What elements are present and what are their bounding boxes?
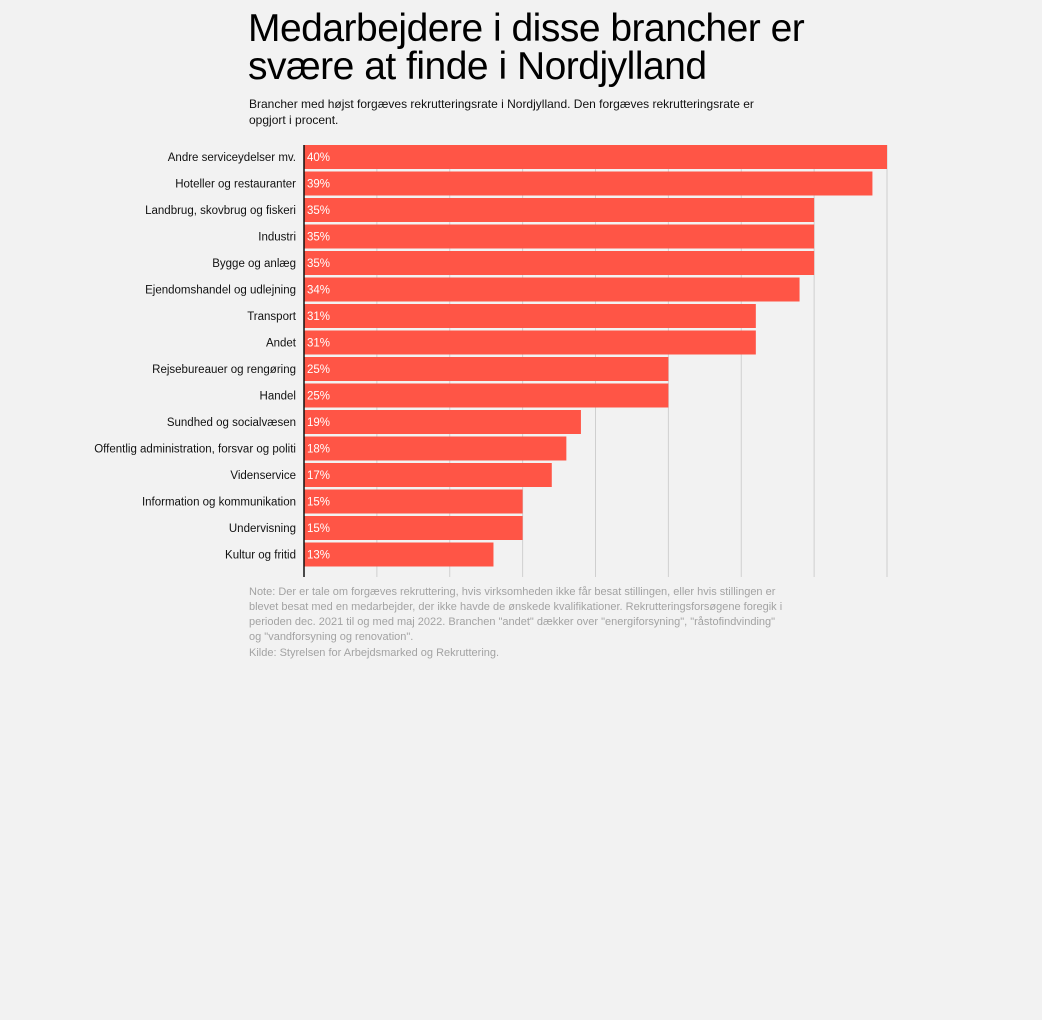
category-label: Kultur og fritid [225, 550, 296, 562]
category-label: Rejsebureauer og rengøring [152, 364, 296, 376]
category-label: Undervisning [229, 523, 296, 535]
bar-value-label: 35% [307, 205, 330, 217]
chart-subtitle: Brancher med højst forgæves rekruttering… [249, 97, 754, 127]
bar-value-label: 39% [307, 179, 330, 191]
bar [304, 198, 815, 222]
bars: 40% 39% 35% 35% 35% 34% 31% 31% 25% 25% 19% 18% 17% 1… [304, 145, 887, 567]
bar-value-label: 34% [307, 285, 330, 297]
bar [304, 357, 669, 381]
category-label: Bygge og anlæg [212, 258, 296, 270]
category-label: Industri [258, 232, 296, 244]
bar [304, 436, 567, 461]
bar [304, 171, 873, 196]
bar-value-label: 18% [307, 444, 330, 456]
bar-value-label: 40% [307, 152, 330, 164]
bar [304, 489, 523, 514]
bar-value-label: 15% [307, 523, 330, 535]
bar [304, 410, 581, 434]
bar [304, 251, 815, 275]
bar [304, 383, 669, 408]
category-label: Andet [266, 338, 297, 350]
bar [304, 542, 494, 567]
bar [304, 304, 756, 328]
bar [304, 463, 552, 487]
bar [304, 145, 887, 169]
bar-value-label: 31% [307, 338, 330, 350]
category-label: Handel [260, 391, 296, 403]
category-labels: Andre serviceydelser mv. Hoteller og rest… [94, 152, 297, 562]
category-label: Andre serviceydelser mv. [168, 152, 296, 164]
bar [304, 224, 815, 249]
category-label: Transport [247, 311, 297, 323]
bar-value-label: 15% [307, 497, 330, 509]
bar [304, 330, 756, 355]
bar [304, 277, 800, 302]
bar [304, 516, 523, 540]
bar-value-label: 13% [307, 550, 330, 562]
chart-title: Medarbejdere i disse brancher er svære a… [248, 7, 805, 88]
chart-note: Note: Der er tale om forgæves rekrutteri… [249, 586, 783, 643]
category-label: Offentlig administration, forsvar og pol… [94, 444, 296, 456]
category-label: Ejendomshandel og udlejning [145, 285, 296, 297]
bar-value-label: 35% [307, 258, 330, 270]
chart-source: Kilde: Styrelsen for Arbejdsmarked og Re… [249, 647, 500, 659]
category-label: Landbrug, skovbrug og fiskeri [145, 205, 296, 217]
category-label: Videnservice [230, 470, 296, 482]
bar-value-label: 35% [307, 232, 330, 244]
bar-value-label: 19% [307, 417, 330, 429]
bar-value-label: 25% [307, 391, 330, 403]
category-label: Information og kommunikation [142, 497, 296, 509]
bar-value-label: 17% [307, 470, 330, 482]
category-label: Hoteller og restauranter [175, 179, 296, 191]
bar-value-label: 31% [307, 311, 330, 323]
bar-value-label: 25% [307, 364, 330, 376]
category-label: Sundhed og socialvæsen [167, 417, 296, 429]
